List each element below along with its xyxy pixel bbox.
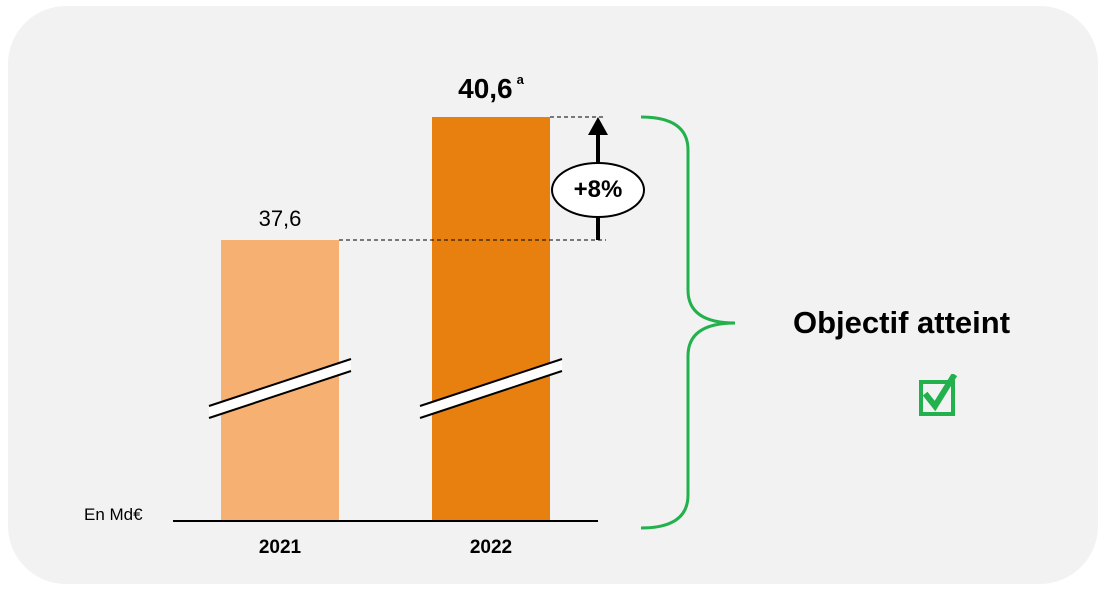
bar-2022 [432, 117, 550, 521]
unit-label: En Md€ [84, 505, 143, 524]
chart-panel [8, 6, 1098, 584]
footnote-marker: a [516, 72, 524, 87]
objective-status-title: Objectif atteint [793, 305, 1011, 340]
axis-break-line [419, 358, 563, 407]
change-label: +8% [573, 176, 623, 203]
grouping-brace [640, 115, 736, 530]
axis-break-line [208, 370, 352, 419]
axis-break-gap [209, 359, 351, 418]
change-arrow-head [588, 117, 608, 135]
value-label-2021: 37,6 [258, 206, 302, 231]
change-badge [551, 162, 645, 218]
checked-box-icon [919, 374, 957, 416]
axis-break-line [419, 370, 563, 419]
axis-break-gap [420, 359, 562, 418]
axis-break-line [208, 358, 352, 407]
category-label-2021: 2021 [258, 537, 302, 558]
category-label-2022: 2022 [469, 537, 513, 558]
value-label-2022: 40,6 a [458, 72, 524, 104]
